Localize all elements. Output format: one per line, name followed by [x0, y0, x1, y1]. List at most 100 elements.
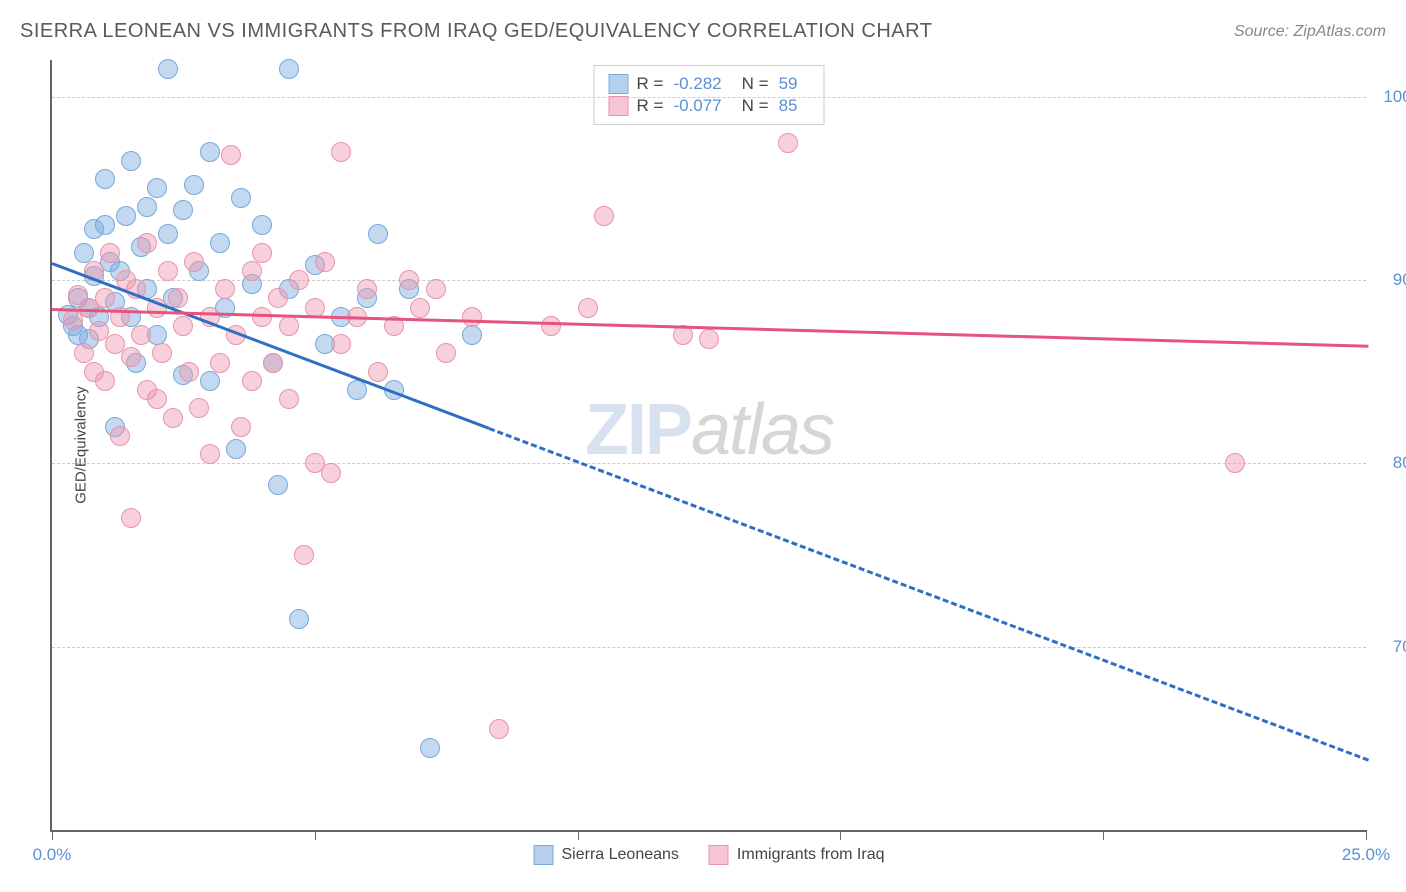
scatter-point: [268, 475, 288, 495]
scatter-point: [121, 151, 141, 171]
legend-series-item: Sierra Leoneans: [533, 845, 678, 865]
legend-r-value: -0.282: [673, 74, 721, 94]
scatter-point: [279, 316, 299, 336]
legend-n-label: N =: [742, 74, 769, 94]
scatter-point: [116, 206, 136, 226]
legend-swatch: [709, 845, 729, 865]
legend-series: Sierra Leoneans Immigrants from Iraq: [533, 845, 884, 865]
scatter-point: [74, 243, 94, 263]
scatter-point: [279, 59, 299, 79]
chart-title: SIERRA LEONEAN VS IMMIGRANTS FROM IRAQ G…: [20, 20, 932, 43]
x-tick-label: 25.0%: [1342, 845, 1390, 865]
scatter-point: [331, 334, 351, 354]
x-tick: [52, 830, 53, 840]
scatter-point: [189, 398, 209, 418]
scatter-point: [95, 215, 115, 235]
scatter-point: [410, 298, 430, 318]
scatter-point: [221, 145, 241, 165]
scatter-point: [279, 389, 299, 409]
scatter-point: [158, 59, 178, 79]
scatter-point: [121, 508, 141, 528]
scatter-point: [173, 316, 193, 336]
scatter-point: [158, 224, 178, 244]
watermark: ZIPatlas: [585, 389, 833, 471]
scatter-point: [331, 142, 351, 162]
legend-swatch: [609, 74, 629, 94]
legend-swatch: [533, 845, 553, 865]
scatter-point: [699, 329, 719, 349]
legend-series-label: Sierra Leoneans: [561, 846, 678, 864]
y-tick-label: 70.0%: [1376, 637, 1406, 657]
scatter-point: [137, 197, 157, 217]
scatter-point: [368, 224, 388, 244]
scatter-point: [100, 243, 120, 263]
scatter-point: [137, 233, 157, 253]
scatter-point: [399, 270, 419, 290]
scatter-point: [294, 545, 314, 565]
scatter-point: [252, 215, 272, 235]
scatter-point: [462, 325, 482, 345]
x-tick: [1366, 830, 1367, 840]
legend-r-label: R =: [637, 74, 664, 94]
scatter-point: [420, 738, 440, 758]
legend-swatch: [609, 96, 629, 116]
legend-n-label: N =: [742, 96, 769, 116]
source-label: Source: ZipAtlas.com: [1234, 23, 1386, 41]
scatter-point: [289, 270, 309, 290]
scatter-point: [242, 261, 262, 281]
scatter-point: [131, 325, 151, 345]
scatter-point: [357, 279, 377, 299]
x-tick: [1103, 830, 1104, 840]
scatter-point: [184, 175, 204, 195]
scatter-point: [226, 439, 246, 459]
scatter-point: [179, 362, 199, 382]
plot-area: GED/Equivalency ZIPatlas R = -0.282N = 5…: [50, 60, 1366, 832]
y-tick-label: 100.0%: [1376, 87, 1406, 107]
scatter-point: [210, 353, 230, 373]
scatter-point: [289, 609, 309, 629]
scatter-point: [368, 362, 388, 382]
scatter-point: [95, 169, 115, 189]
scatter-point: [173, 200, 193, 220]
legend-r-value: -0.077: [673, 96, 721, 116]
legend-r-label: R =: [637, 96, 664, 116]
gridline: [52, 97, 1366, 98]
scatter-point: [594, 206, 614, 226]
scatter-point: [1225, 453, 1245, 473]
scatter-point: [578, 298, 598, 318]
scatter-point: [200, 444, 220, 464]
x-tick: [578, 830, 579, 840]
scatter-point: [231, 188, 251, 208]
scatter-point: [426, 279, 446, 299]
x-tick-label: 0.0%: [33, 845, 72, 865]
x-tick: [315, 830, 316, 840]
scatter-point: [74, 343, 94, 363]
y-tick-label: 90.0%: [1376, 270, 1406, 290]
scatter-point: [147, 178, 167, 198]
scatter-point: [778, 133, 798, 153]
legend-stats-row: R = -0.282N = 59: [609, 74, 810, 94]
scatter-point: [315, 252, 335, 272]
scatter-point: [184, 252, 204, 272]
scatter-point: [110, 426, 130, 446]
scatter-point: [489, 719, 509, 739]
scatter-point: [252, 243, 272, 263]
scatter-point: [541, 316, 561, 336]
scatter-point: [462, 307, 482, 327]
legend-series-label: Immigrants from Iraq: [737, 846, 885, 864]
scatter-point: [200, 142, 220, 162]
scatter-point: [158, 261, 178, 281]
gridline: [52, 463, 1366, 464]
watermark-zip: ZIP: [585, 390, 691, 470]
y-tick-label: 80.0%: [1376, 453, 1406, 473]
scatter-point: [210, 233, 230, 253]
scatter-point: [147, 389, 167, 409]
legend-stats-box: R = -0.282N = 59R = -0.077N = 85: [594, 65, 825, 125]
scatter-point: [215, 279, 235, 299]
scatter-point: [121, 347, 141, 367]
gridline: [52, 647, 1366, 648]
scatter-point: [200, 371, 220, 391]
legend-series-item: Immigrants from Iraq: [709, 845, 885, 865]
scatter-point: [152, 343, 172, 363]
x-tick: [840, 830, 841, 840]
